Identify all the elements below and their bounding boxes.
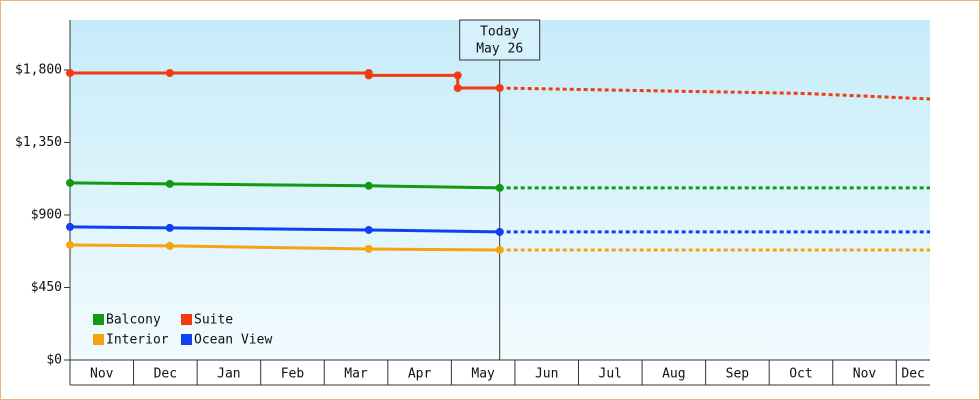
price-point: [495, 183, 504, 192]
x-tick-label: Jun: [535, 367, 558, 382]
x-tick-label: Sep: [726, 367, 750, 382]
price-point: [66, 69, 74, 78]
price-point: [66, 178, 74, 187]
legend-swatch: [93, 334, 104, 345]
today-date: May 26: [476, 42, 523, 57]
x-tick-label: Dec: [901, 367, 924, 382]
legend-label: Balcony: [106, 313, 161, 328]
price-point: [495, 245, 504, 254]
price-point: [364, 181, 373, 190]
today-label: Today: [480, 25, 519, 40]
x-tick-label: Nov: [90, 367, 114, 382]
today-box: [459, 19, 541, 61]
legend-swatch: [181, 314, 192, 325]
price-point: [165, 69, 174, 78]
legend-swatch: [93, 314, 104, 325]
x-tick-label: Aug: [662, 367, 685, 382]
price-point: [453, 71, 462, 80]
price-point: [165, 241, 174, 250]
y-tick-label: $1,800: [15, 62, 62, 77]
x-tick-label: Feb: [281, 367, 305, 382]
y-tick-label: $1,350: [15, 135, 62, 150]
x-tick-label: Jan: [217, 367, 240, 382]
x-tick-label: Nov: [853, 367, 877, 382]
x-tick-label: Mar: [344, 367, 368, 382]
legend-swatch: [181, 334, 192, 345]
price-point: [364, 244, 373, 253]
price-line: [69, 181, 500, 190]
x-tick-label: Apr: [408, 367, 432, 382]
price-point: [165, 223, 174, 232]
legend-label: Interior: [106, 333, 169, 348]
x-tick-label: Dec: [154, 367, 177, 382]
legend-label: Suite: [194, 313, 233, 328]
price-point: [66, 222, 74, 231]
price-point: [453, 84, 462, 92]
price-point: [66, 240, 74, 249]
price-point: [495, 84, 504, 92]
price-point: [495, 227, 504, 236]
y-tick-label: $450: [31, 280, 62, 295]
x-tick-label: Oct: [789, 367, 812, 382]
x-tick-label: May: [471, 367, 495, 382]
price-point: [364, 71, 373, 80]
legend-label: Ocean View: [194, 333, 272, 348]
x-tick-label: Jul: [599, 367, 622, 382]
price-point: [165, 179, 174, 188]
price-point: [364, 225, 373, 234]
price-line: [69, 243, 500, 252]
price-line: [69, 225, 500, 234]
y-tick-label: $0: [46, 353, 62, 368]
forecast-line: [499, 86, 931, 101]
y-tick-label: $900: [31, 207, 62, 222]
